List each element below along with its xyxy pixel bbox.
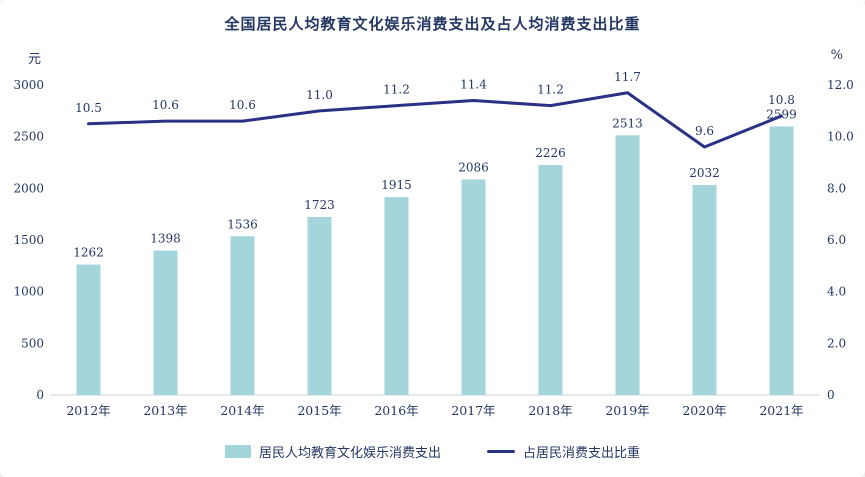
bar-value-label: 1398: [150, 232, 181, 246]
line-value-label: 10.6: [229, 98, 256, 112]
line-value-label: 10.8: [768, 93, 795, 107]
x-axis-category-label: 2012年: [66, 403, 110, 418]
bar: [230, 236, 255, 395]
right-axis-tick: 6.0: [827, 233, 846, 247]
bar-swatch-icon: [224, 445, 251, 458]
line-value-label: 11.2: [383, 83, 410, 97]
chart-title: 全国居民人均教育文化娱乐消费支出及占人均消费支出比重: [224, 15, 641, 33]
right-axis-tick: 2.0: [827, 336, 846, 350]
trend-line: [87, 91, 783, 149]
x-axis-category-label: 2018年: [528, 403, 572, 418]
x-axis-category-label: 2014年: [220, 403, 264, 418]
line-value-label: 11.4: [460, 78, 487, 92]
bar: [461, 179, 486, 395]
bar-value-label: 1915: [381, 178, 412, 192]
right-axis-tick: 4.0: [827, 285, 846, 299]
legend-line-label: 占居民消费支出比重: [523, 446, 641, 461]
legend-item-bar[interactable]: 居民人均教育文化娱乐消费支出: [224, 442, 441, 461]
bar-value-label: 1723: [304, 198, 335, 212]
right-axis-tick: 0: [827, 388, 835, 402]
left-axis-tick: 3000: [13, 78, 44, 92]
line-value-label: 11.2: [537, 83, 564, 97]
bar: [538, 164, 563, 395]
bar-value-label: 2086: [458, 160, 489, 174]
x-axis-category-label: 2020年: [682, 403, 726, 418]
legend-bar-label: 居民人均教育文化娱乐消费支出: [258, 446, 441, 461]
bar-value-label: 1536: [227, 217, 258, 231]
x-axis-category-label: 2015年: [297, 403, 341, 418]
x-axis-category-label: 2017年: [451, 403, 495, 418]
right-axis-unit: %: [830, 48, 843, 63]
line-value-label: 10.6: [152, 98, 179, 112]
x-axis-category-label: 2013年: [143, 403, 187, 418]
left-axis-tick: 500: [21, 336, 44, 350]
line-swatch-icon: [487, 450, 515, 453]
chart-legend: 居民人均教育文化娱乐消费支出 占居民消费支出比重: [0, 442, 865, 461]
legend-item-line[interactable]: 占居民消费支出比重: [487, 442, 640, 461]
bar: [153, 250, 178, 395]
x-axis-category-label: 2021年: [759, 403, 803, 418]
right-axis-tick: 12.0: [827, 78, 854, 92]
bar: [692, 185, 717, 395]
left-axis-tick: 1000: [13, 285, 44, 299]
line-value-label: 11.0: [306, 88, 333, 102]
bar: [384, 197, 409, 395]
left-axis-unit: 元: [28, 52, 42, 67]
left-axis-tick: 2000: [13, 181, 44, 195]
bar-value-label: 1262: [73, 246, 104, 260]
line-value-label: 11.7: [614, 70, 641, 84]
line-value-label: 9.6: [695, 124, 714, 138]
bar: [307, 216, 332, 395]
left-axis-tick: 0: [36, 388, 44, 402]
left-axis-tick: 1500: [13, 233, 44, 247]
right-axis-tick: 10.0: [827, 130, 854, 144]
right-axis-tick: 8.0: [827, 181, 846, 195]
bar-value-label: 2513: [612, 116, 643, 130]
bar: [615, 135, 640, 395]
x-axis-category-label: 2016年: [374, 403, 418, 418]
bar: [769, 126, 794, 395]
bar-value-label: 2032: [689, 166, 720, 180]
bar: [76, 264, 101, 395]
bar-value-label: 2226: [535, 146, 566, 160]
left-axis-tick: 2500: [13, 130, 44, 144]
line-value-label: 10.5: [75, 101, 102, 115]
x-axis-category-label: 2019年: [605, 403, 649, 418]
